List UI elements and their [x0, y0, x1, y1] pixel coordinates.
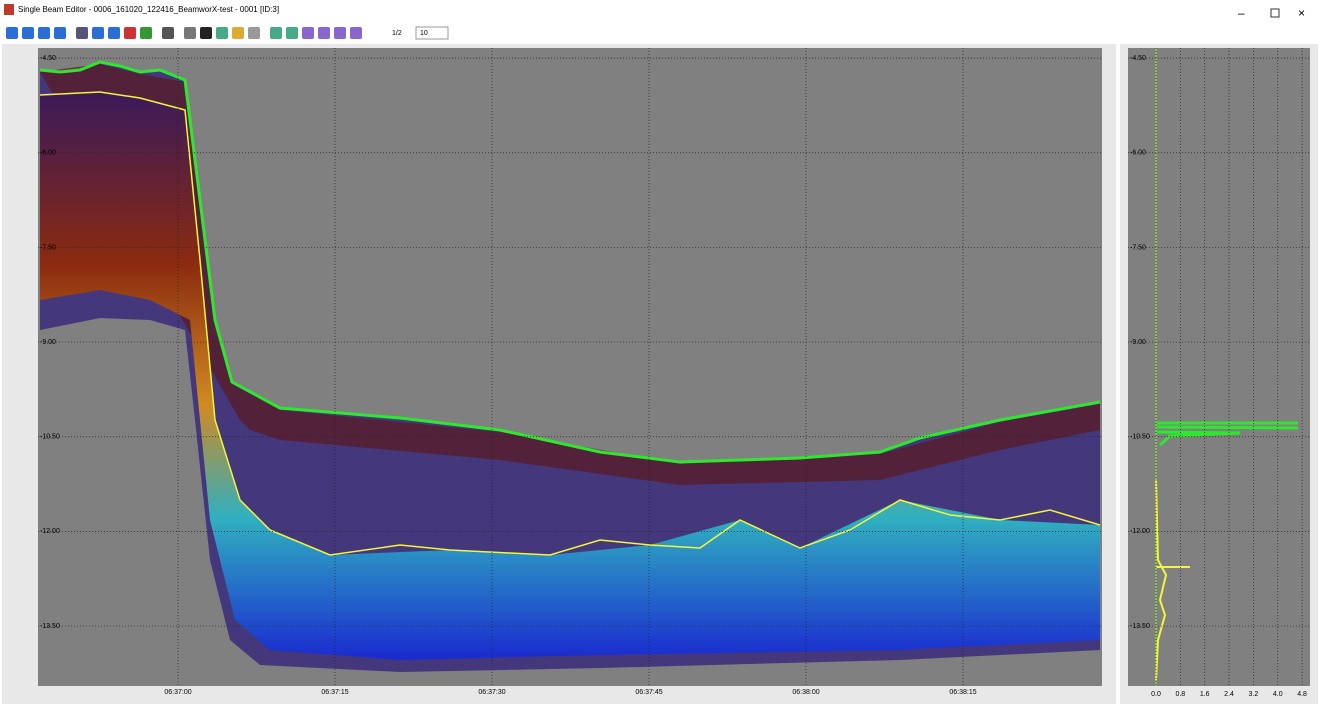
y-tick-label: -6.00 [40, 150, 56, 157]
x-tick-label: 06:37:45 [635, 689, 662, 696]
y-tick-label: -12.00 [40, 528, 60, 535]
y-tick-label: -6.00 [1130, 150, 1146, 157]
y-tick-label: -12.00 [1130, 528, 1150, 535]
y-tick-label: -13.50 [40, 623, 60, 630]
x-tick-label: 1.6 [1200, 691, 1210, 698]
x-tick-label: 06:37:00 [164, 689, 191, 696]
app-icon [4, 4, 14, 15]
y-tick-label: -4.50 [40, 55, 56, 62]
bottom-track-b [39, 91, 1101, 556]
x-tick-label: 06:38:15 [949, 689, 976, 696]
window-title: Single Beam Editor - 0006_161020_122416_… [18, 5, 279, 14]
x-tick-label: 0.0 [1151, 691, 1161, 698]
histogram-peak-b [1155, 479, 1190, 681]
minimize-button[interactable]: – [1238, 6, 1245, 20]
toolbar-button[interactable] [22, 27, 34, 39]
zoom-select[interactable] [415, 26, 449, 40]
x-tick-label: 2.4 [1224, 691, 1234, 698]
y-tick-label: -10.50 [1130, 434, 1150, 441]
histogram-peak-a [1155, 421, 1299, 447]
x-tick-label: 06:38:00 [792, 689, 819, 696]
echo-strong [40, 92, 1100, 660]
toolbar-button[interactable] [270, 27, 282, 39]
x-tick-label: 06:37:30 [478, 689, 505, 696]
y-tick-label: -10.50 [40, 434, 60, 441]
zoom-value: 10 [420, 30, 428, 37]
histogram-plot [1128, 48, 1310, 686]
bottom-track-a [39, 60, 1101, 464]
y-tick-label: -7.50 [1130, 244, 1146, 251]
y-tick-label: -7.50 [40, 244, 56, 251]
x-tick-label: 4.8 [1297, 691, 1307, 698]
x-tick-label: 3.2 [1249, 691, 1259, 698]
y-tick-label: -4.50 [1130, 55, 1146, 62]
x-tick-label: 06:37:15 [321, 689, 348, 696]
toolbar-button[interactable] [108, 27, 120, 39]
close-button[interactable]: × [1298, 6, 1305, 20]
toolbar-button[interactable] [334, 27, 346, 39]
toolbar-button[interactable] [248, 27, 260, 39]
toolbar-button[interactable] [162, 27, 174, 39]
toolbar-button[interactable] [140, 27, 152, 39]
toolbar-button[interactable] [216, 27, 228, 39]
echogram-image [39, 60, 1101, 672]
toolbar-button[interactable] [124, 27, 136, 39]
toolbar-button[interactable] [302, 27, 314, 39]
page-indicator: 1/2 [392, 30, 402, 37]
toolbar-button[interactable] [184, 27, 196, 39]
toolbar-button[interactable] [318, 27, 330, 39]
toolbar-button[interactable] [92, 27, 104, 39]
toolbar-button[interactable] [76, 27, 88, 39]
echo-weak [40, 62, 1100, 672]
toolbar-button[interactable] [54, 27, 66, 39]
y-tick-label: -9.00 [1130, 339, 1146, 346]
toolbar-button[interactable] [232, 27, 244, 39]
toolbar-button[interactable] [6, 27, 18, 39]
x-tick-label: 0.8 [1175, 691, 1185, 698]
toolbar [6, 27, 362, 39]
y-tick-label: -13.50 [1130, 623, 1150, 630]
y-tick-label: -9.00 [40, 339, 56, 346]
toolbar-button[interactable] [38, 27, 50, 39]
x-tick-label: 4.0 [1273, 691, 1283, 698]
toolbar-button[interactable] [200, 27, 212, 39]
toolbar-button[interactable] [350, 27, 362, 39]
toolbar-button[interactable] [286, 27, 298, 39]
maximize-button[interactable] [1270, 8, 1280, 18]
